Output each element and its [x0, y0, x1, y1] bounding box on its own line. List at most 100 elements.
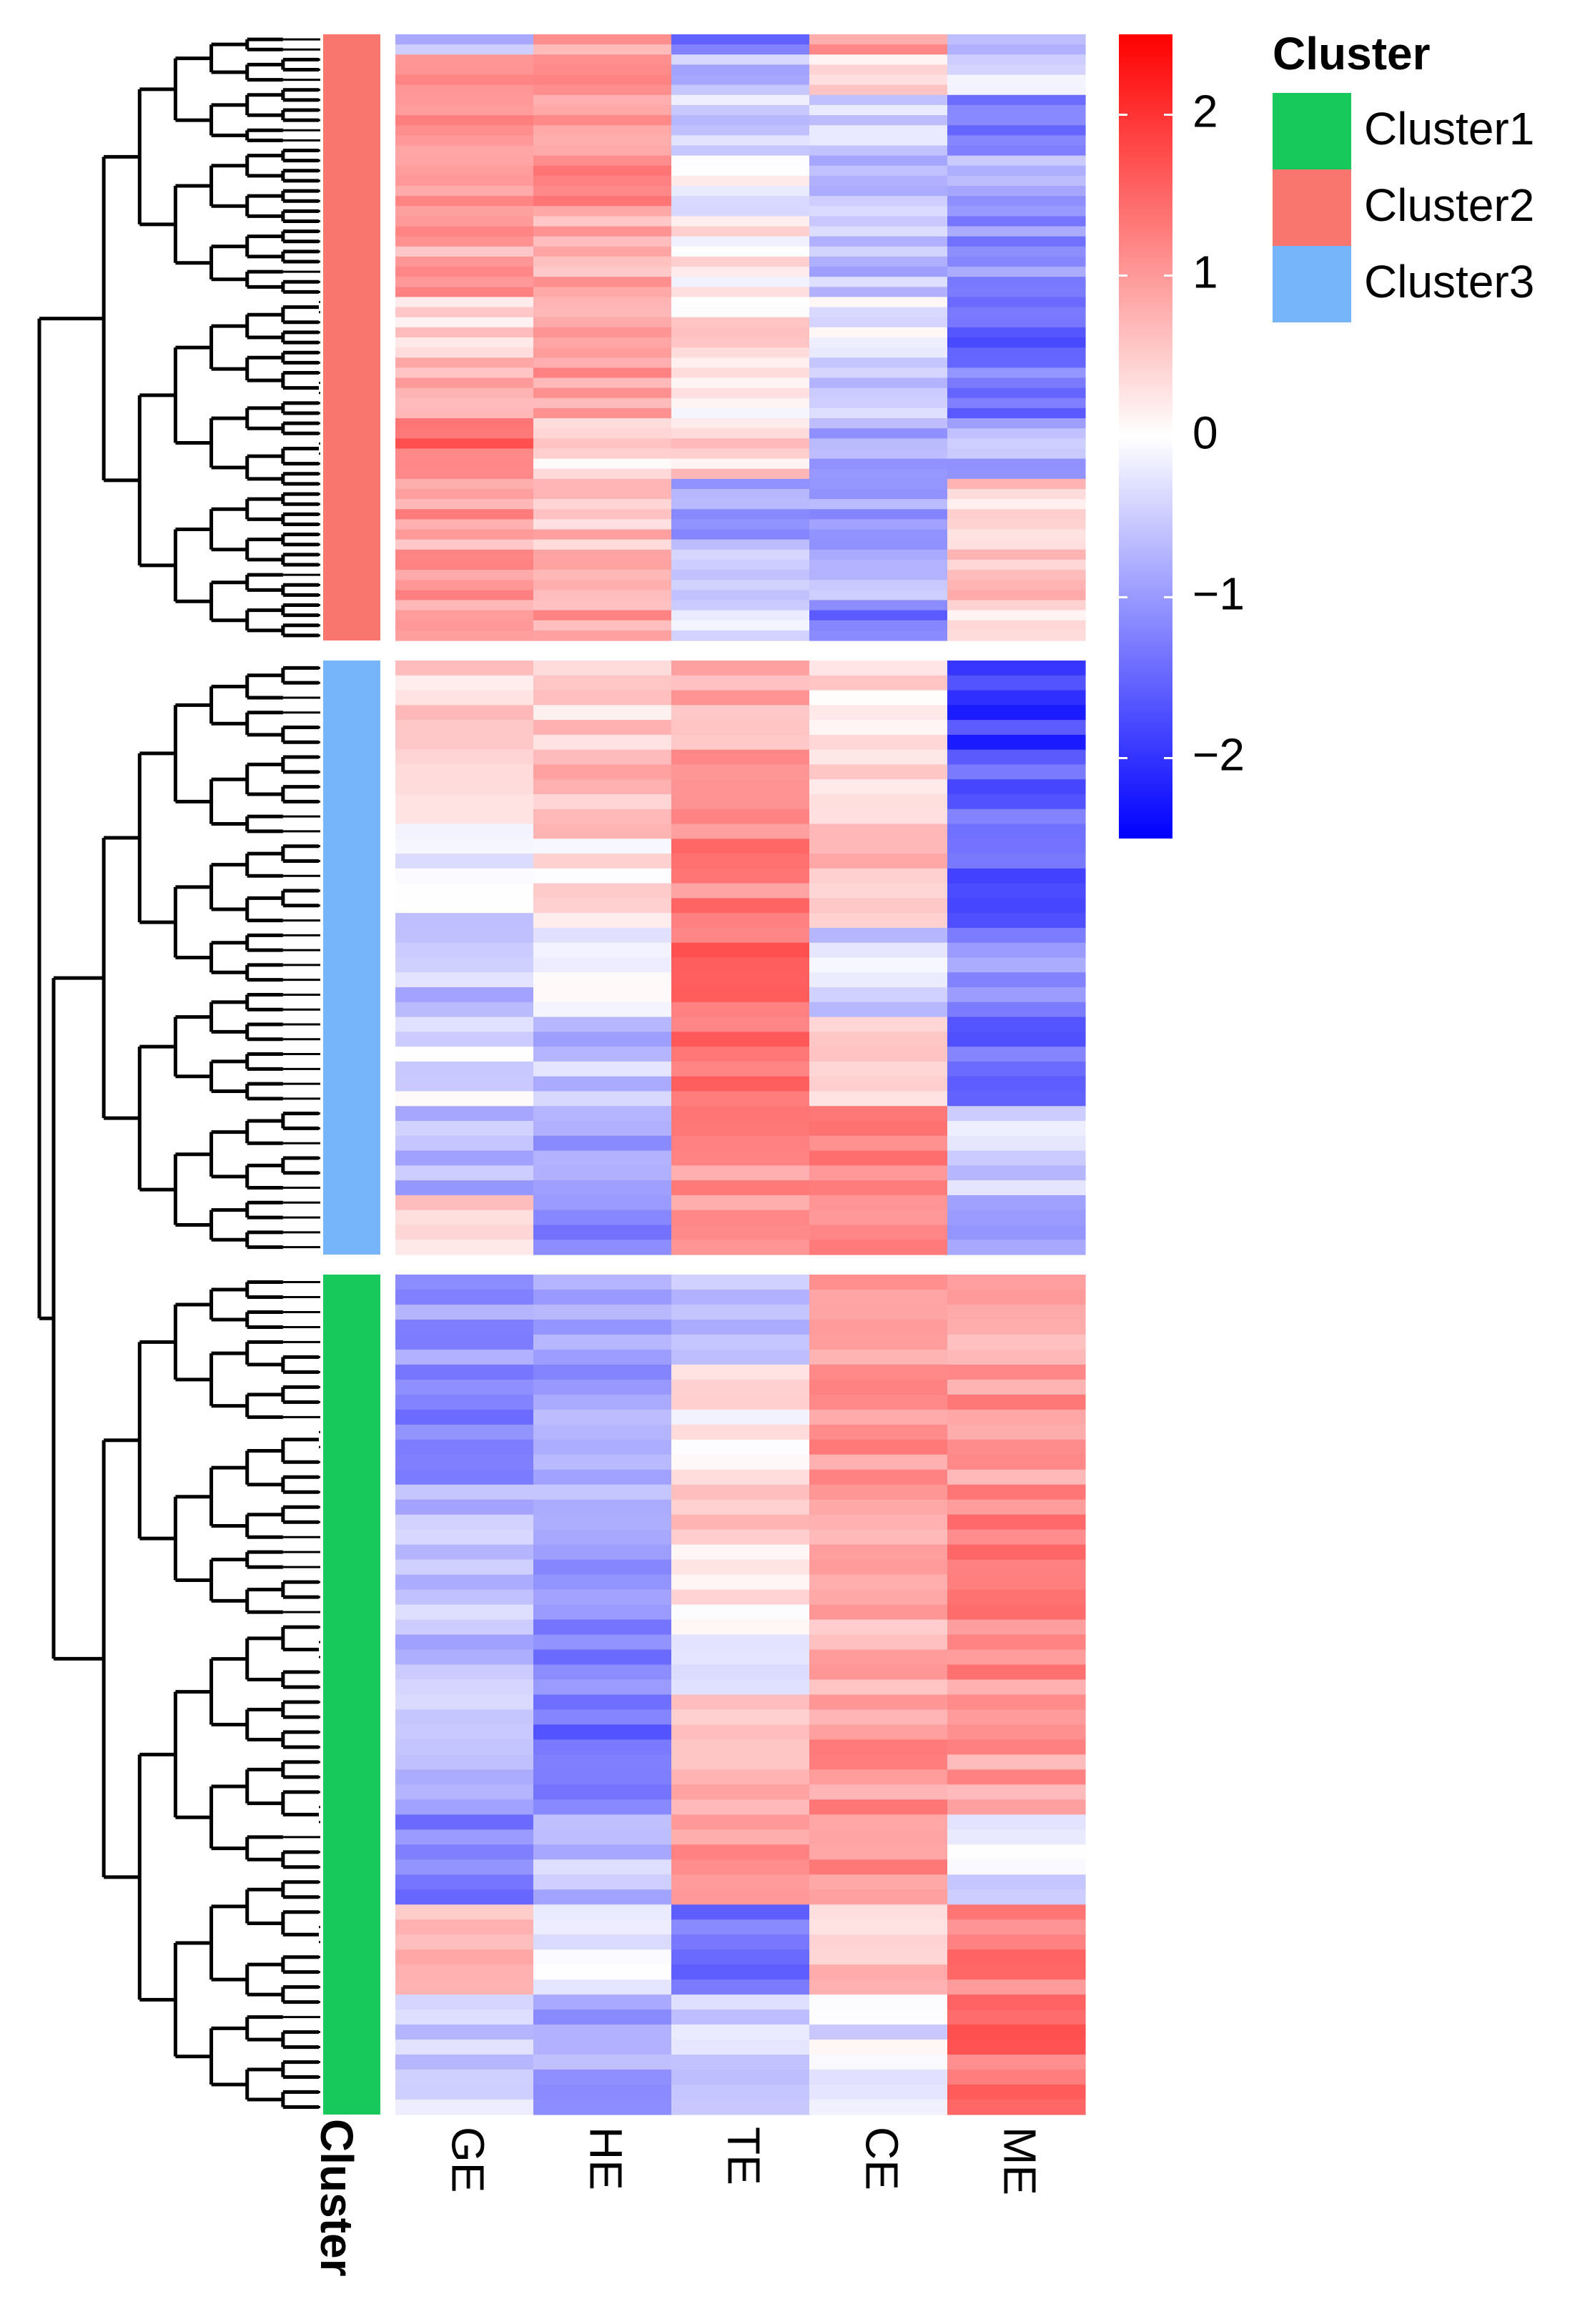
heatmap-cell-cluster1-ge [395, 1604, 534, 1621]
heatmap-cell-cluster2-ce [809, 559, 948, 570]
heatmap-cell-cluster3-te [671, 690, 810, 706]
heatmap-cell-cluster2-te [671, 499, 810, 510]
heatmap-cell-cluster3-me [947, 1240, 1086, 1255]
heatmap-cell-cluster1-he [533, 1634, 672, 1651]
heatmap-cell-cluster2-ce [809, 347, 948, 358]
heatmap-cell-cluster3-ge [395, 793, 534, 810]
heatmap-cell-cluster2-he [533, 125, 672, 136]
heatmap-cell-cluster2-me [947, 519, 1086, 530]
heatmap-cell-cluster2-ce [809, 297, 948, 308]
heatmap-cell-cluster2-te [671, 468, 810, 480]
heatmap-cell-cluster1-he [533, 1844, 672, 1860]
heatmap-cell-cluster3-he [533, 1135, 672, 1152]
heatmap-cell-cluster2-me [947, 277, 1086, 287]
heatmap-cell-cluster2-me [947, 448, 1086, 460]
heatmap-cell-cluster2-te [671, 206, 810, 217]
heatmap-cell-cluster3-me [947, 661, 1086, 676]
heatmap-cell-cluster3-te [671, 898, 810, 914]
heatmap-cell-cluster1-ge [395, 1409, 534, 1425]
column-label-me: ME [994, 2127, 1046, 2195]
cluster-legend-title: Cluster [1273, 28, 1431, 79]
heatmap-cell-cluster2-he [533, 509, 672, 520]
heatmap-cell-cluster2-ce [809, 539, 948, 550]
heatmap-cell-cluster1-ge [395, 1319, 534, 1335]
heatmap-cell-cluster1-ce [809, 1649, 948, 1666]
heatmap-cell-cluster1-he [533, 1499, 672, 1515]
heatmap-cell-cluster2-me [947, 580, 1086, 590]
heatmap-cell-cluster2-he [533, 590, 672, 601]
heatmap-cell-cluster3-ge [395, 1121, 534, 1137]
heatmap-cell-cluster2-ce [809, 458, 948, 470]
heatmap-cell-cluster2-te [671, 175, 810, 187]
heatmap-cell-cluster1-he [533, 1574, 672, 1591]
heatmap-cell-cluster1-te [671, 1904, 810, 1920]
color-scale-bar [1119, 34, 1172, 839]
heatmap-cell-cluster2-ge [395, 287, 534, 298]
heatmap-cell-cluster2-he [533, 327, 672, 338]
heatmap-cell-cluster1-me [947, 1424, 1086, 1440]
heatmap-cell-cluster2-te [671, 448, 810, 460]
heatmap-cell-cluster2-me [947, 590, 1086, 601]
heatmap-cell-cluster2-te [671, 620, 810, 631]
heatmap-cell-cluster3-me [947, 690, 1086, 706]
heatmap-cell-cluster3-te [671, 1165, 810, 1181]
heatmap-cell-cluster3-me [947, 1091, 1086, 1107]
heatmap-cell-cluster3-te [671, 1047, 810, 1062]
heatmap-cell-cluster3-te [671, 1091, 810, 1107]
heatmap-cell-cluster1-te [671, 1739, 810, 1756]
heatmap-cell-cluster2-te [671, 387, 810, 399]
heatmap-cell-cluster3-ce [809, 957, 948, 973]
heatmap-cell-cluster2-ge [395, 337, 534, 348]
heatmap-cell-cluster2-ge [395, 196, 534, 207]
heatmap-cell-cluster1-ge [395, 1949, 534, 1965]
heatmap-cell-cluster2-he [533, 226, 672, 237]
heatmap-cell-cluster2-ge [395, 600, 534, 611]
heatmap-cell-cluster1-ce [809, 1679, 948, 1696]
heatmap-cell-cluster3-me [947, 1195, 1086, 1211]
heatmap-cell-cluster2-ge [395, 539, 534, 550]
heatmap-cell-cluster1-te [671, 1769, 810, 1785]
heatmap-cell-cluster3-he [533, 1002, 672, 1018]
heatmap-cell-cluster1-he [533, 1979, 672, 1995]
heatmap-cell-cluster1-te [671, 1469, 810, 1485]
heatmap-cell-cluster1-te [671, 1964, 810, 1980]
heatmap-cell-cluster1-me [947, 2054, 1086, 2070]
heatmap-cell-cluster2-te [671, 165, 810, 177]
heatmap-cell-cluster2-he [533, 317, 672, 328]
heatmap-cell-cluster2-he [533, 196, 672, 207]
heatmap-cell-cluster3-he [533, 809, 672, 825]
heatmap-cell-cluster3-me [947, 854, 1086, 869]
heatmap-cell-cluster2-me [947, 529, 1086, 540]
heatmap-cell-cluster2-ge [395, 125, 534, 136]
column-label-ge: GE [443, 2127, 494, 2192]
heatmap-cell-cluster1-te [671, 1859, 810, 1875]
heatmap-cell-cluster1-ce [809, 1904, 948, 1920]
heatmap-cell-cluster2-ge [395, 529, 534, 540]
heatmap-cell-cluster3-me [947, 1135, 1086, 1152]
heatmap-cell-cluster2-te [671, 74, 810, 86]
heatmap-cell-cluster1-ce [809, 1859, 948, 1875]
heatmap-cell-cluster1-he [533, 1799, 672, 1815]
heatmap-cell-cluster3-ce [809, 898, 948, 914]
heatmap-cell-cluster1-me [947, 2024, 1086, 2040]
heatmap-cell-cluster2-ce [809, 317, 948, 328]
heatmap-cell-cluster1-me [947, 1949, 1086, 1965]
heatmap-cell-cluster1-me [947, 1589, 1086, 1606]
heatmap-cell-cluster3-he [533, 1047, 672, 1062]
heatmap-cell-cluster1-he [533, 1904, 672, 1920]
heatmap-cell-cluster2-te [671, 509, 810, 520]
heatmap-cell-cluster2-ce [809, 236, 948, 247]
heatmap-cell-cluster2-ge [395, 397, 534, 409]
heatmap-cell-cluster3-ce [809, 1240, 948, 1255]
heatmap-cell-cluster3-te [671, 1061, 810, 1077]
heatmap-cell-cluster1-ge [395, 1919, 534, 1935]
heatmap-cell-cluster3-he [533, 1240, 672, 1255]
heatmap-cell-cluster1-ce [809, 1874, 948, 1890]
heatmap-cell-cluster2-he [533, 407, 672, 419]
heatmap-cell-cluster1-te [671, 1424, 810, 1440]
cluster-annotation-bar [323, 34, 380, 2115]
heatmap-cell-cluster2-he [533, 216, 672, 227]
heatmap-cell-cluster1-he [533, 1754, 672, 1771]
heatmap-cell-cluster2-me [947, 610, 1086, 621]
